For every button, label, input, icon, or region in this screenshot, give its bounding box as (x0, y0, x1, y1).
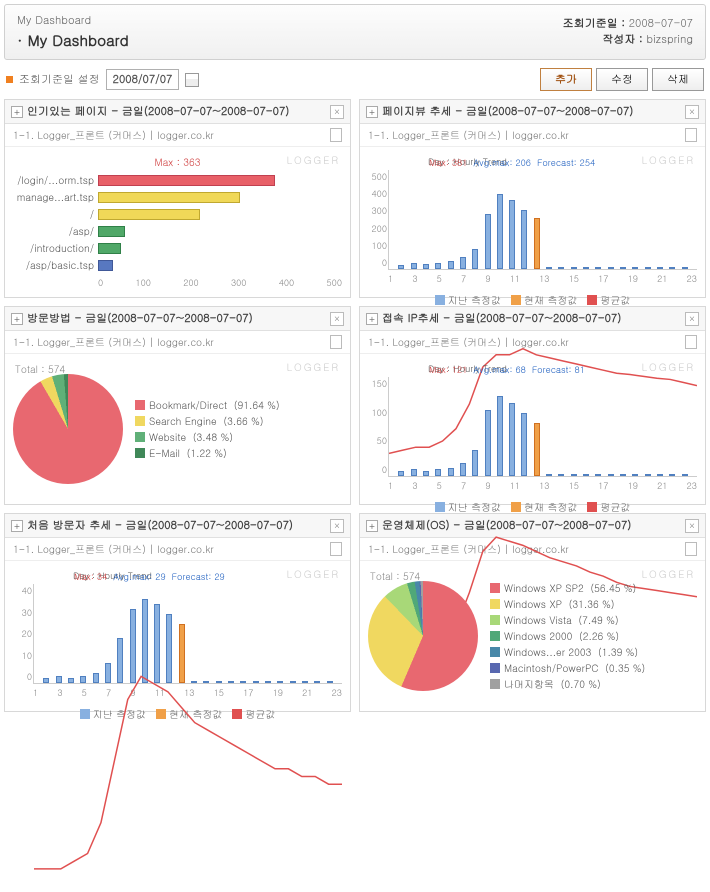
panel-sub: 1-1. Logger_프론트 (커머스) | logger.co.kr (368, 335, 569, 349)
expand-icon[interactable]: + (11, 313, 23, 325)
trend-chart: Max: 381 Avg.max: 206 Forecast: 254 0100… (388, 170, 697, 270)
pie-chart: Bookmark/Direct (91.64 %)Search Engine (… (13, 362, 342, 496)
pie-chart: Windows XP SP2 (56.45 %)Windows XP (31.3… (368, 569, 697, 703)
calendar-icon[interactable] (185, 73, 199, 87)
panel-sub: 1-1. Logger_프론트 (커머스) | logger.co.kr (368, 128, 569, 142)
add-button[interactable]: 추가 (540, 68, 592, 91)
panel-sub: 1-1. Logger_프론트 (커머스) | logger.co.kr (13, 542, 214, 556)
expand-icon[interactable]: + (11, 520, 23, 532)
edit-button[interactable]: 수정 (596, 68, 648, 91)
breadcrumb: My Dashboard (17, 13, 129, 28)
trend-chart: Max: 121 Avg.max: 68 Forecast: 81 050100… (388, 377, 697, 477)
date-picker[interactable]: 2008/07/07 (106, 69, 180, 90)
expand-icon[interactable]: + (366, 313, 378, 325)
close-icon[interactable]: × (330, 312, 344, 326)
panel-title: 페이지뷰 추세 - 금일(2008-07-07~2008-07-07) (382, 104, 633, 119)
page-title: My Dashboard (28, 30, 129, 51)
bullet-icon (6, 76, 13, 83)
ref-date: 2008-07-07 (629, 16, 693, 31)
expand-icon[interactable]: + (366, 106, 378, 118)
close-icon[interactable]: × (330, 105, 344, 119)
expand-icon[interactable]: + (366, 520, 378, 532)
panel-title: 인기있는 페이지 - 금일(2008-07-07~2008-07-07) (27, 104, 289, 119)
panel: +운영체제(OS) - 금일(2008-07-07~2008-07-07) × … (359, 513, 706, 712)
panel-title: 운영체제(OS) - 금일(2008-07-07~2008-07-07) (382, 518, 631, 533)
panel: +인기있는 페이지 - 금일(2008-07-07~2008-07-07) × … (4, 99, 351, 298)
author-label: 작성자 : (602, 32, 642, 47)
doc-icon[interactable] (685, 542, 697, 556)
doc-icon[interactable] (685, 335, 697, 349)
trend-chart: Max: 34 Avg.max: 29 Forecast: 29 0102030… (33, 584, 342, 684)
panel-sub: 1-1. Logger_프론트 (커머스) | logger.co.kr (13, 128, 214, 142)
panel: + 방문방법 - 금일(2008-07-07~2008-07-07) × 1-1.… (4, 306, 351, 505)
author: bizspring (646, 32, 693, 47)
panel-title: 방문방법 - 금일(2008-07-07~2008-07-07) (27, 311, 253, 326)
doc-icon[interactable] (685, 128, 697, 142)
expand-icon[interactable]: + (11, 106, 23, 118)
panel: + 접속 IP추세 - 금일(2008-07-07~2008-07-07) × 1… (359, 306, 706, 505)
doc-icon[interactable] (330, 335, 342, 349)
panel-title: 처음 방문자 추세 - 금일(2008-07-07~2008-07-07) (27, 518, 293, 533)
hbar-chart: /login/...orm.tspmanage...art.tsp//asp//… (13, 173, 342, 272)
doc-icon[interactable] (330, 128, 342, 142)
panel: + 페이지뷰 추세 - 금일(2008-07-07~2008-07-07) × 1… (359, 99, 706, 298)
doc-icon[interactable] (330, 542, 342, 556)
close-icon[interactable]: × (330, 519, 344, 533)
ref-date-label: 조회기준일 : (563, 16, 625, 31)
panel-title: 접속 IP추세 - 금일(2008-07-07~2008-07-07) (382, 311, 621, 326)
panel: + 처음 방문자 추세 - 금일(2008-07-07~2008-07-07) ×… (4, 513, 351, 712)
toolbar: 조회기준일 설정 2008/07/07 추가 수정 삭제 (4, 68, 706, 91)
close-icon[interactable]: × (685, 105, 699, 119)
close-icon[interactable]: × (685, 519, 699, 533)
panel-sub: 1-1. Logger_프론트 (커머스) | logger.co.kr (368, 542, 569, 556)
date-label: 조회기준일 설정 (19, 72, 100, 87)
delete-button[interactable]: 삭제 (652, 68, 704, 91)
header: My Dashboard · My Dashboard 조회기준일 : 2008… (4, 4, 706, 60)
panel-sub: 1-1. Logger_프론트 (커머스) | logger.co.kr (13, 335, 214, 349)
close-icon[interactable]: × (685, 312, 699, 326)
